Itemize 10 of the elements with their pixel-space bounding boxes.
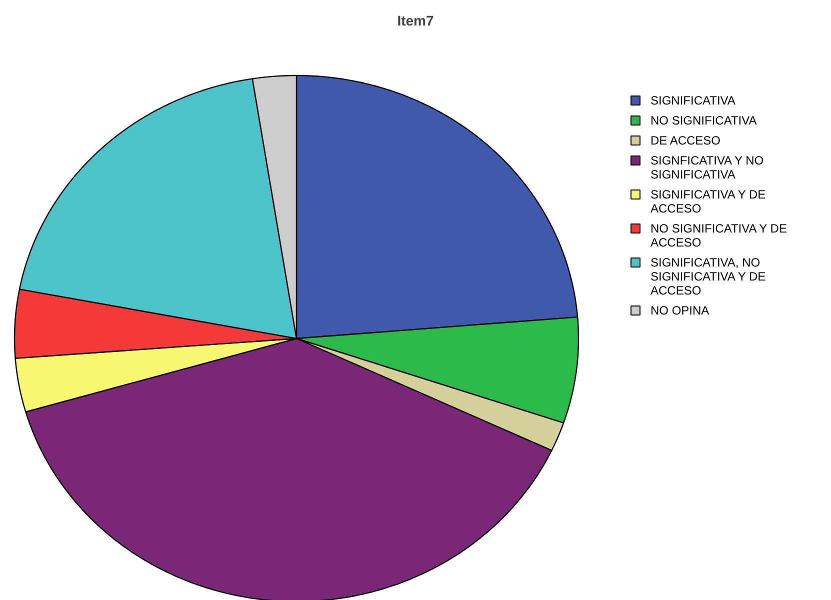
legend-label: SIGNIFICATIVA bbox=[650, 94, 736, 108]
legend-label: NO OPINA bbox=[650, 304, 710, 318]
legend-label: SIGNIFICATIVA Y DE ACCESO bbox=[650, 188, 766, 216]
legend-label: NO SIGNIFICATIVA bbox=[650, 114, 757, 128]
slice-label: SIGNIFICATIVA bbox=[650, 168, 736, 182]
category-label: SIGNFICATIVA Y NO bbox=[650, 154, 764, 168]
legend-label: DE ACCESO bbox=[650, 134, 721, 148]
legend-label: SIGNIFICATIVA, NO SIGNIFICATIVA Y DE ACCESO bbox=[650, 256, 766, 298]
chart-title: Item7 bbox=[397, 12, 434, 28]
legend-label: NO SIGNIFICATIVA Y DE ACCESO bbox=[650, 222, 787, 250]
